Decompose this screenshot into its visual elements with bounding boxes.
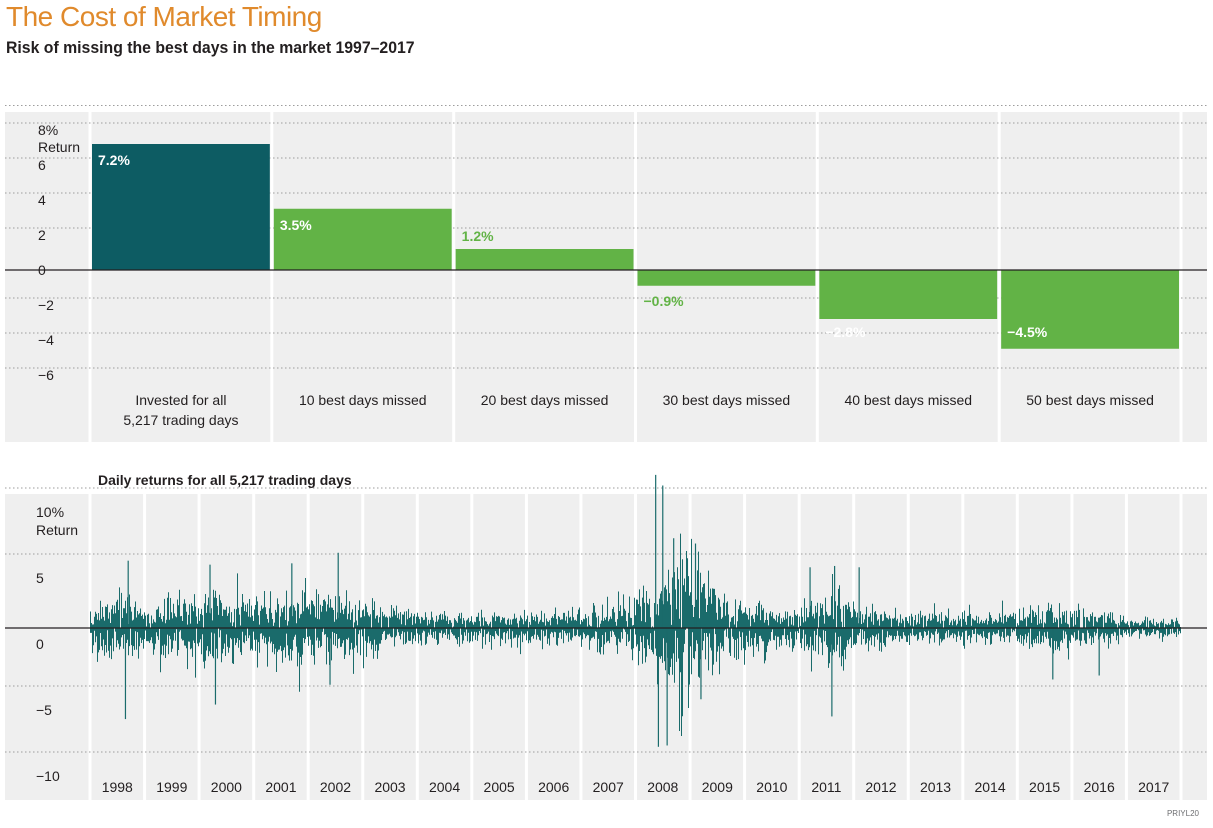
- top-bar: [273, 208, 452, 270]
- top-category-label-line: 30 best days missed: [663, 392, 791, 408]
- bottom-year-label: 2015: [1029, 779, 1060, 795]
- bottom-year-label: 2005: [484, 779, 515, 795]
- bottom-year-labels: 1998 1999 2000 2001 2002 2003 2004 2005 2006 2007…: [102, 779, 1170, 795]
- bottom-year-label: 2001: [265, 779, 296, 795]
- top-category-label-line: Invested for all: [135, 392, 226, 408]
- top-bar: [92, 144, 270, 270]
- chart-title: The Cost of Market Timing: [6, 1, 322, 32]
- bottom-y-tick-label: 10%: [36, 504, 64, 520]
- bottom-year-label: 2011: [811, 779, 841, 795]
- bottom-year-label: 2003: [374, 779, 405, 795]
- top-y-tick-label: 4: [38, 192, 46, 208]
- top-bar: [455, 249, 634, 270]
- bottom-year-label: 2017: [1138, 779, 1169, 795]
- bottom-year-label: 2009: [702, 779, 733, 795]
- bottom-year-label: 2010: [756, 779, 787, 795]
- bottom-year-label: 1998: [102, 779, 133, 795]
- top-bar: [819, 270, 998, 319]
- bottom-year-label: 2016: [1084, 779, 1115, 795]
- bottom-y-tick-labels: 10% 5 0 −5 −10: [36, 504, 64, 784]
- top-y-tick-labels: 8% 6 4 2 0 −2 −4 −6: [38, 122, 58, 383]
- daily-returns-series: [90, 474, 1181, 747]
- bottom-year-label: 2014: [974, 779, 1005, 795]
- top-category-labels: Invested for all 5,217 trading days 10 bes…: [123, 392, 1154, 428]
- top-column-separators: [88, 112, 1183, 442]
- top-category-label: 30 best days missed: [663, 392, 791, 408]
- top-bar-value-label: −0.9%: [644, 293, 685, 309]
- bottom-year-label: 2012: [865, 779, 896, 795]
- bottom-year-label: 2000: [211, 779, 242, 795]
- top-bar-value-label: 3.5%: [280, 217, 312, 233]
- bottom-panel-background: [5, 494, 1207, 800]
- top-bar: [1001, 270, 1179, 349]
- top-bar-value-label: −2.8%: [825, 324, 866, 340]
- top-category-label-line: 50 best days missed: [1026, 392, 1154, 408]
- top-y-tick-label: 8%: [38, 122, 58, 138]
- bottom-gridlines: [5, 487, 1207, 753]
- bottom-y-tick-label: −10: [36, 768, 60, 784]
- top-category-label: Invested for all 5,217 trading days: [123, 392, 238, 428]
- bottom-y-tick-label: 0: [36, 636, 44, 652]
- returns-bar-panel: 8% 6 4 2 0 −2 −4 −6 Return 7.2% 3.5% 1.2% −0.9% −2.…: [5, 105, 1207, 442]
- top-bar: [637, 270, 816, 286]
- bottom-year-label: 2002: [320, 779, 351, 795]
- bottom-y-tick-label: −5: [36, 702, 52, 718]
- top-category-label: 40 best days missed: [844, 392, 972, 408]
- top-category-label: 50 best days missed: [1026, 392, 1154, 408]
- top-y-tick-label: 0: [38, 262, 46, 278]
- top-category-label: 10 best days missed: [299, 392, 427, 408]
- figure-code: PRIYL20: [1166, 809, 1199, 818]
- top-bars: [92, 144, 1179, 349]
- bottom-year-label: 1999: [156, 779, 187, 795]
- top-y-tick-label: 2: [38, 227, 46, 243]
- top-category-label-line: 40 best days missed: [844, 392, 972, 408]
- top-y-tick-label: −2: [38, 297, 54, 313]
- daily-returns-title: Daily returns for all 5,217 trading days: [98, 472, 352, 488]
- bottom-year-label: 2004: [429, 779, 460, 795]
- top-category-label: 20 best days missed: [481, 392, 609, 408]
- bottom-y-axis-label: Return: [36, 522, 78, 538]
- bottom-year-label: 2006: [538, 779, 569, 795]
- top-category-label-line: 10 best days missed: [299, 392, 427, 408]
- top-category-label-line: 20 best days missed: [481, 392, 609, 408]
- top-y-tick-label: −4: [38, 332, 54, 348]
- top-y-axis-label: Return: [38, 139, 80, 155]
- bottom-year-label: 2007: [593, 779, 624, 795]
- top-y-tick-label: −6: [38, 367, 54, 383]
- bottom-column-separators: [88, 494, 1183, 800]
- bottom-year-label: 2013: [920, 779, 951, 795]
- top-y-tick-label: 6: [38, 157, 46, 173]
- bottom-y-tick-label: 5: [36, 570, 44, 586]
- bottom-year-label: 2008: [647, 779, 678, 795]
- top-bar-value-label: 1.2%: [462, 228, 494, 244]
- daily-returns-panel: Daily returns for all 5,217 trading days…: [5, 472, 1207, 800]
- chart-subtitle: Risk of missing the best days in the mar…: [6, 38, 415, 57]
- top-bar-value-label: 7.2%: [98, 152, 130, 168]
- top-category-label-line: 5,217 trading days: [123, 412, 238, 428]
- top-bar-value-label: −4.5%: [1007, 324, 1048, 340]
- top-bar-value-labels: 7.2% 3.5% 1.2% −0.9% −2.8% −4.5%: [98, 152, 1048, 340]
